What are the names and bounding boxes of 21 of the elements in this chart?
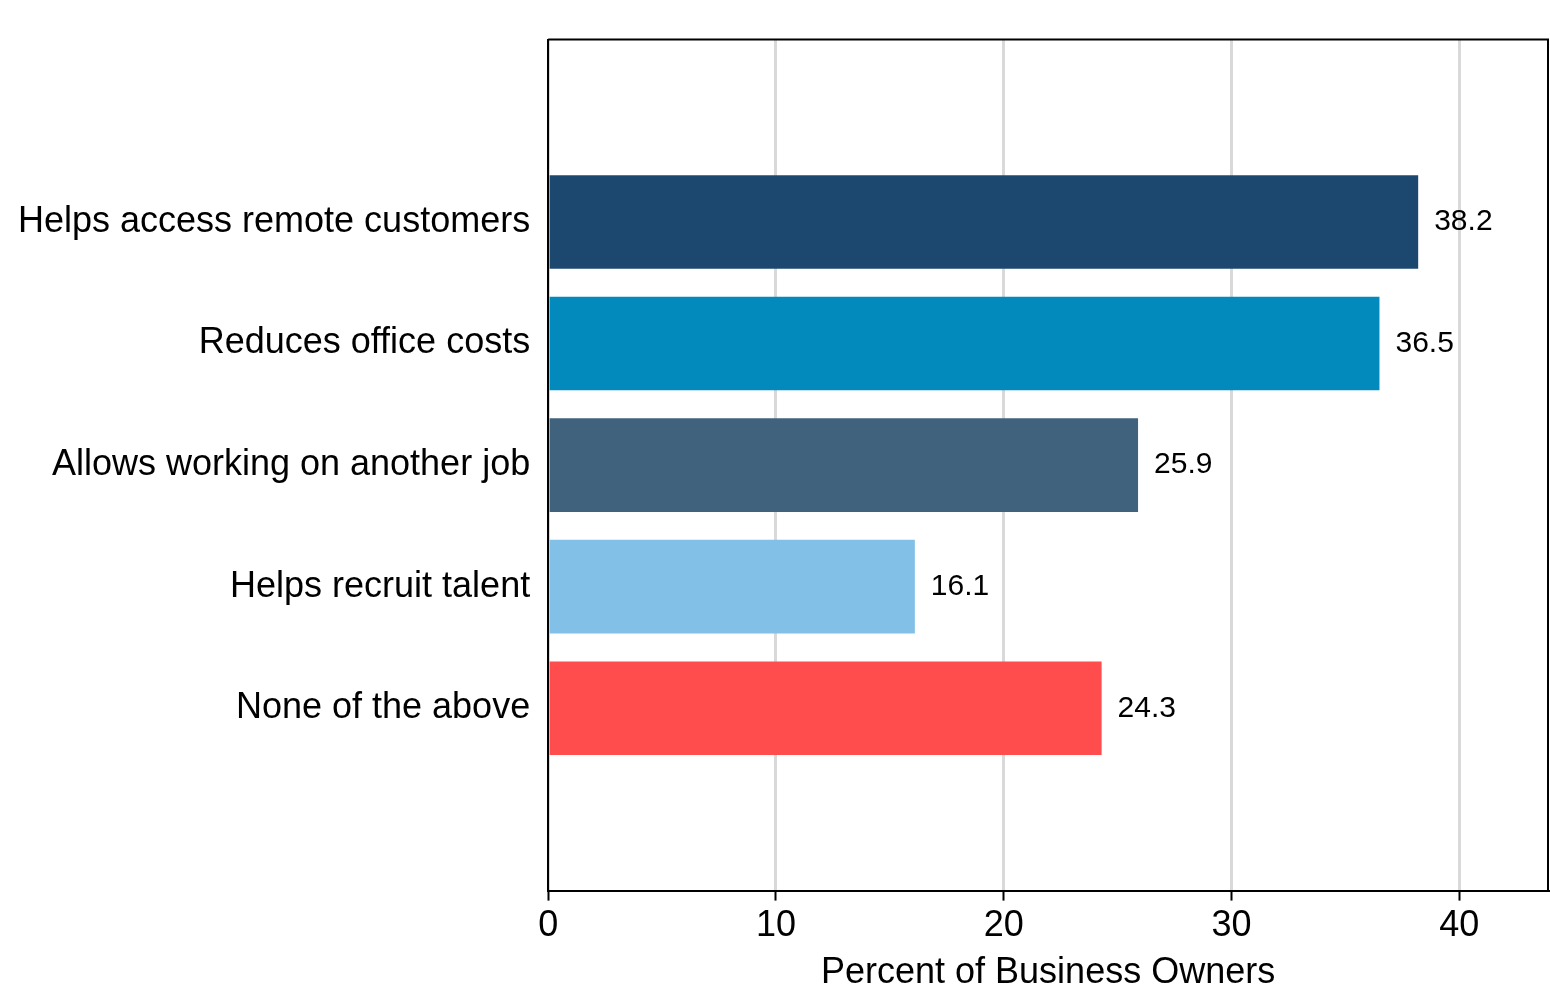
data-label: 38.2: [1434, 203, 1493, 237]
data-label: 25.9: [1154, 446, 1213, 480]
y-tick-label: Helps recruit talent: [230, 563, 531, 605]
y-tick-label: Helps access remote customers: [17, 198, 531, 240]
x-tick-label: 20: [983, 903, 1024, 945]
bar: [549, 175, 1419, 269]
x-tick-label: 40: [1439, 903, 1480, 945]
bar: [549, 539, 915, 634]
bar: [549, 661, 1102, 756]
bar: [549, 418, 1139, 512]
data-label: 36.5: [1395, 324, 1454, 358]
x-tick-label: 10: [755, 903, 796, 945]
data-label: 16.1: [930, 567, 990, 601]
y-tick-label: Reduces office costs: [198, 320, 531, 362]
y-tick-label: Allows working on another job: [51, 442, 531, 484]
x-tick-label: 0: [538, 903, 559, 945]
bar: [549, 296, 1380, 391]
data-label: 24.3: [1117, 689, 1176, 723]
x-axis-title: Percent of Business Owners: [820, 950, 1276, 992]
x-tick-label: 30: [1211, 903, 1252, 945]
y-tick-label: None of the above: [235, 685, 531, 727]
